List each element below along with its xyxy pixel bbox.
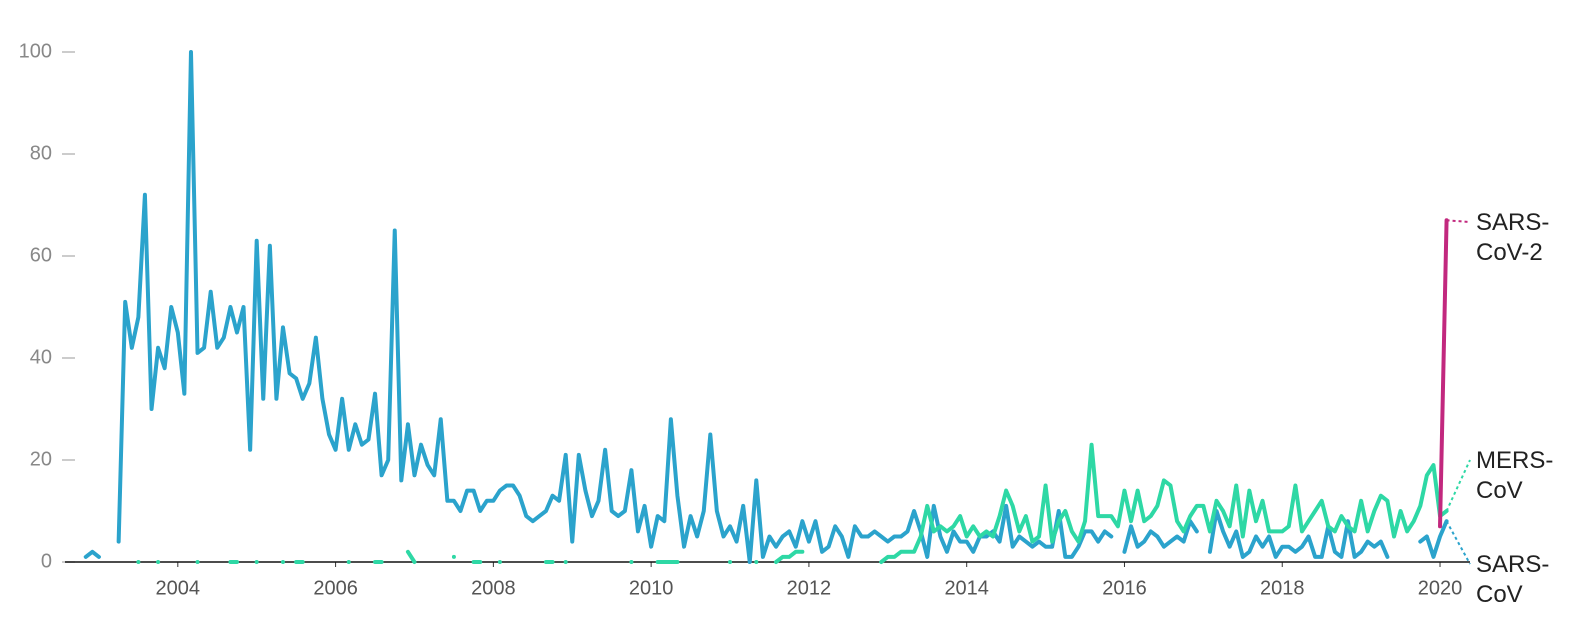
y-tick-label: 80 bbox=[30, 142, 52, 164]
x-tick-label: 2004 bbox=[156, 577, 201, 599]
y-tick-label: 0 bbox=[41, 550, 52, 572]
x-tick-label: 2020 bbox=[1418, 577, 1463, 599]
y-tick-label: 20 bbox=[30, 448, 52, 470]
series-label: MERS-CoV bbox=[1476, 447, 1554, 504]
x-tick-label: 2010 bbox=[629, 577, 674, 599]
y-tick-label: 60 bbox=[30, 244, 52, 266]
x-tick-label: 2018 bbox=[1260, 577, 1305, 599]
series-line bbox=[83, 50, 1449, 564]
series-line bbox=[1438, 218, 1449, 529]
label-leader bbox=[1446, 219, 1471, 223]
series-label: SARS-CoV bbox=[1476, 551, 1550, 608]
x-tick-label: 2006 bbox=[313, 577, 358, 599]
series-line bbox=[136, 442, 1449, 564]
x-tick-label: 2016 bbox=[1102, 577, 1147, 599]
label-leader bbox=[1445, 520, 1471, 565]
y-tick-label: 40 bbox=[30, 346, 52, 368]
x-tick-label: 2014 bbox=[944, 577, 989, 599]
series-label: SARS-CoV-2 bbox=[1476, 209, 1550, 266]
y-tick-label: 100 bbox=[19, 40, 52, 62]
label-leader bbox=[1445, 459, 1471, 512]
x-tick-label: 2008 bbox=[471, 577, 516, 599]
x-tick-label: 2012 bbox=[787, 577, 832, 599]
